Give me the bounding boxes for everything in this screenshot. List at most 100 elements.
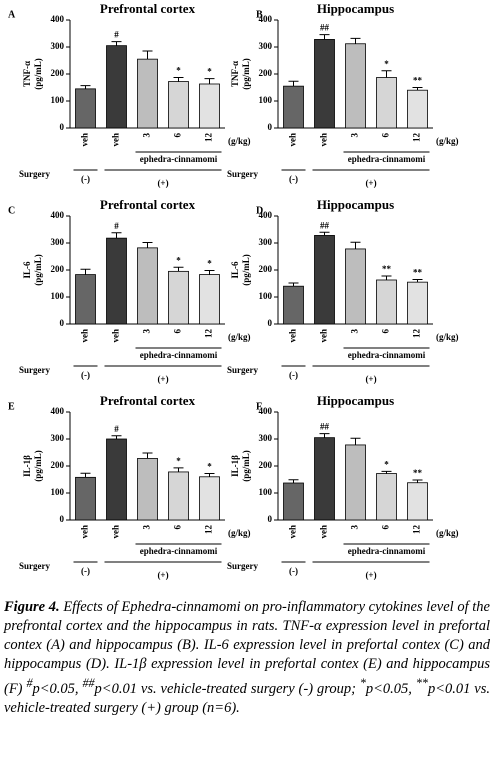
y-axis-label: TNF-α	[22, 61, 32, 87]
y-axis-label: IL-1β	[230, 455, 240, 477]
y-tick-label: 300	[259, 237, 273, 247]
x-tick-label: 6	[173, 133, 183, 138]
y-tick-label: 200	[259, 460, 273, 470]
x-tick-label: 3	[350, 133, 360, 138]
significance-label: *	[176, 66, 181, 76]
significance-label: *	[207, 462, 212, 472]
significance-label: ##	[320, 422, 330, 432]
x-tick-label: 3	[350, 525, 360, 530]
y-tick-label: 400	[259, 14, 273, 24]
significance-label: *	[384, 459, 389, 469]
error-bar	[288, 80, 299, 87]
y-tick-label: 100	[51, 291, 65, 301]
note-mark: **	[415, 676, 428, 690]
note-mark: *	[359, 676, 366, 690]
note-text: p<0.01 vs. vehicle-treated surgery (+) g…	[4, 680, 490, 716]
chart-panel: F Hippocampus IL-1β (pg/mL) 0 100 200 300 400 veh…	[227, 393, 459, 580]
surgery-group: (+)	[365, 178, 376, 188]
y-axis-label: IL-6	[22, 261, 32, 279]
error-bar	[173, 467, 184, 472]
bar	[314, 235, 335, 325]
y-tick-label: 100	[259, 95, 273, 105]
surgery-group: (-)	[81, 370, 90, 380]
y-tick-label: 300	[51, 237, 65, 247]
bar	[283, 85, 304, 129]
chart-title: Prefrontal cortex	[100, 197, 196, 212]
bar	[199, 83, 220, 129]
treatment-label: ephedra-cinnamomi	[348, 350, 426, 360]
x-tick-label: 3	[350, 329, 360, 334]
x-tick-label: veh	[111, 329, 121, 343]
y-tick-label: 0	[60, 122, 65, 132]
bar	[75, 476, 96, 521]
x-tick-label: veh	[288, 329, 298, 343]
y-tick-label: 400	[51, 406, 65, 416]
error-bar	[412, 278, 423, 283]
bar	[345, 248, 366, 325]
surgery-group: (-)	[289, 174, 298, 184]
y-tick-label: 300	[259, 433, 273, 443]
y-tick-label: 200	[259, 68, 273, 78]
x-tick-label: veh	[111, 525, 121, 539]
significance-label: **	[413, 268, 423, 278]
error-bar	[173, 77, 184, 82]
surgery-label: Surgery	[227, 169, 258, 179]
y-tick-label: 0	[60, 318, 65, 328]
significance-label: ##	[320, 23, 330, 33]
bar	[314, 437, 335, 521]
panel-letter: B	[256, 9, 263, 20]
x-tick-label: 6	[381, 133, 391, 138]
note-text: p<0.01 vs. vehicle-treated surgery (-) g…	[94, 680, 360, 697]
bar	[137, 58, 158, 129]
panel-letter: C	[8, 205, 15, 216]
y-tick-label: 200	[259, 264, 273, 274]
surgery-group: (+)	[157, 570, 168, 580]
significance-label: *	[207, 259, 212, 269]
significance-label: **	[382, 264, 392, 274]
chart-title: Prefrontal cortex	[100, 1, 196, 16]
surgery-group: (+)	[157, 178, 168, 188]
panel-letter: E	[8, 401, 15, 412]
surgery-label: Surgery	[19, 365, 50, 375]
x-tick-label: veh	[111, 133, 121, 147]
bar	[106, 237, 127, 325]
error-bar	[350, 437, 361, 445]
error-bar	[142, 241, 153, 248]
significance-label: **	[413, 76, 423, 86]
significance-label: ##	[320, 220, 330, 230]
chart-title: Prefrontal cortex	[100, 393, 196, 408]
x-tick-label: veh	[319, 329, 329, 343]
bar	[376, 473, 397, 521]
error-bar	[204, 78, 215, 84]
significance-label: #	[114, 221, 119, 231]
caption-text: Effects of Ephedra-cinnamomi on pro-infl…	[4, 599, 490, 697]
error-bar	[381, 470, 392, 474]
bar	[199, 476, 220, 521]
surgery-group: (+)	[157, 374, 168, 384]
y-tick-label: 100	[51, 95, 65, 105]
x-tick-label: 12	[204, 329, 214, 339]
y-axis-label: (pg/mL)	[33, 58, 43, 90]
chart-title: Hippocampus	[317, 393, 394, 408]
treatment-label: ephedra-cinnamomi	[348, 546, 426, 556]
bar	[168, 81, 189, 129]
x-tick-label: 3	[142, 329, 152, 334]
chart-title: Hippocampus	[317, 1, 394, 16]
surgery-group: (-)	[81, 174, 90, 184]
y-tick-label: 100	[259, 291, 273, 301]
bar	[75, 88, 96, 129]
significance-label: #	[114, 30, 119, 40]
y-axis-label: TNF-α	[230, 61, 240, 87]
x-tick-label: veh	[319, 525, 329, 539]
chart-title: Hippocampus	[317, 197, 394, 212]
unit-label: (g/kg)	[228, 136, 251, 146]
y-axis-label: (pg/mL)	[241, 58, 251, 90]
x-tick-label: veh	[80, 525, 90, 539]
y-tick-label: 0	[268, 122, 273, 132]
bar	[407, 482, 428, 521]
note-text: p<0.05,	[365, 680, 416, 697]
chart-panel: B Hippocampus TNF-α (pg/mL) 0 100 200 300 400 veh…	[227, 1, 459, 188]
